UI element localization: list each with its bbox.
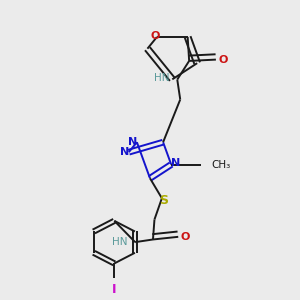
Text: N: N	[128, 137, 137, 147]
Text: O: O	[219, 55, 228, 64]
Text: HN: HN	[154, 73, 170, 83]
Text: O: O	[151, 31, 160, 41]
Text: N: N	[171, 158, 180, 168]
Text: CH₃: CH₃	[211, 160, 231, 170]
Text: HN: HN	[112, 237, 128, 247]
Text: I: I	[112, 284, 117, 296]
Text: N: N	[120, 147, 129, 157]
Text: S: S	[159, 194, 168, 207]
Text: O: O	[181, 232, 190, 242]
